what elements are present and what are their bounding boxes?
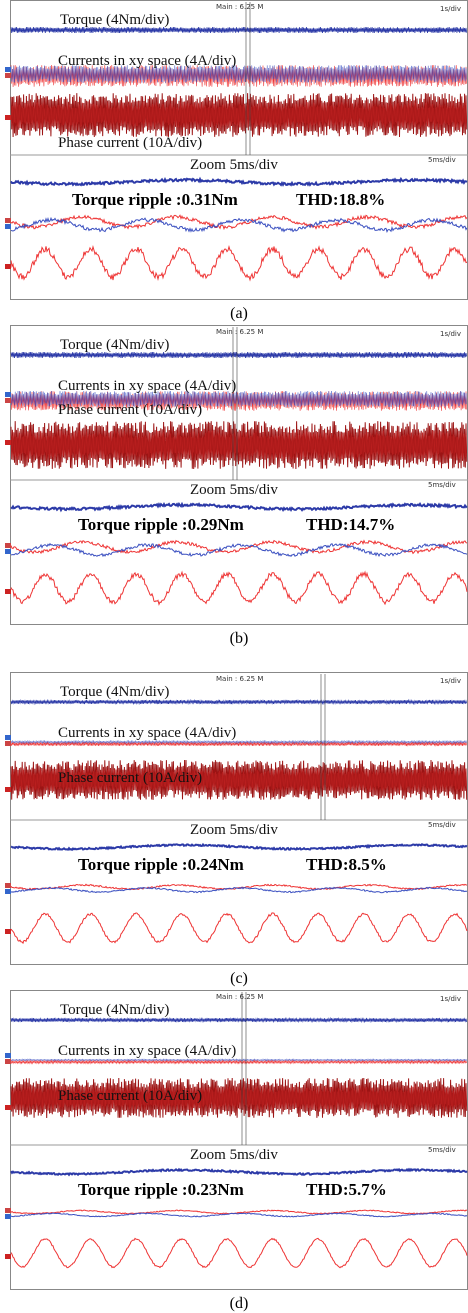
scope-panel: Main : 6.25 M 1s/div Torque (4Nm/div) Curre… <box>5 673 468 988</box>
channel-marker <box>5 440 11 445</box>
xy-label: Currents in xy space (4A/div) <box>58 1043 236 1059</box>
torque-label: Torque (4Nm/div) <box>60 12 169 28</box>
channel-marker <box>5 549 11 554</box>
zoom-label: Zoom 5ms/div <box>190 482 278 498</box>
scope-header: Main : 6.25 M <box>216 328 263 336</box>
zoom-timebase: 5ms/div <box>428 156 456 164</box>
channel-marker <box>5 1214 11 1219</box>
scope-frame <box>11 991 468 1290</box>
channel-marker <box>5 264 11 269</box>
zoom-timebase: 5ms/div <box>428 481 456 489</box>
caption: (b) <box>230 630 249 647</box>
caption: (d) <box>230 1295 249 1312</box>
scope-panel: Main : 6.25 M 1s/div Torque (4Nm/div) Curre… <box>5 326 468 648</box>
channel-marker <box>5 589 11 594</box>
scope-header: Main : 6.25 M <box>216 675 263 683</box>
channel-marker <box>5 1254 11 1259</box>
torque-label: Torque (4Nm/div) <box>60 1002 169 1018</box>
zoom-timebase: 5ms/div <box>428 1146 456 1154</box>
scope-header: Main : 6.25 M <box>216 993 263 1001</box>
channel-marker <box>5 392 11 397</box>
thd-text: THD:5.7% <box>306 1180 387 1199</box>
torque-label: Torque (4Nm/div) <box>60 337 169 353</box>
channel-marker <box>5 889 11 894</box>
timebase: 1s/div <box>440 995 461 1003</box>
scope-frame <box>11 326 468 625</box>
caption: (a) <box>230 305 248 322</box>
scope-panel: Main : 6.25 M 1s/div Torque (4Nm/div) Curre… <box>5 991 468 1313</box>
scope-frame <box>11 673 468 965</box>
scope-panel: Main : 6.25 M 1s/div Torque (4Nm/div) Curre… <box>5 1 468 323</box>
timebase: 1s/div <box>440 330 461 338</box>
channel-marker <box>5 1059 11 1064</box>
xy-label: Currents in xy space (4A/div) <box>58 725 236 741</box>
channel-marker <box>5 1105 11 1110</box>
channel-marker <box>5 224 11 229</box>
channel-marker <box>5 1208 11 1213</box>
thd-text: THD:8.5% <box>306 855 387 874</box>
timebase: 1s/div <box>440 5 461 13</box>
thd-text: THD:18.8% <box>296 190 385 209</box>
zoom-timebase: 5ms/div <box>428 821 456 829</box>
scope-header: Main : 6.25 M <box>216 3 263 11</box>
channel-marker <box>5 73 11 78</box>
channel-marker <box>5 735 11 740</box>
zoom-label: Zoom 5ms/div <box>190 1147 278 1163</box>
channel-marker <box>5 218 11 223</box>
ripple-text: Torque ripple :0.29Nm <box>78 515 244 534</box>
torque-label: Torque (4Nm/div) <box>60 684 169 700</box>
xy-label: Currents in xy space (4A/div) <box>58 53 236 69</box>
ripple-text: Torque ripple :0.31Nm <box>72 190 238 209</box>
channel-marker <box>5 115 11 120</box>
channel-marker <box>5 741 11 746</box>
zoom-label: Zoom 5ms/div <box>190 157 278 173</box>
channel-marker <box>5 1053 11 1058</box>
channel-marker <box>5 929 11 934</box>
caption: (c) <box>230 970 248 987</box>
phase-label: Phase current (10A/div) <box>58 135 202 151</box>
channel-marker <box>5 67 11 72</box>
channel-marker <box>5 398 11 403</box>
figure: Main : 6.25 M 1s/div Torque (4Nm/div) Curre… <box>0 0 468 1313</box>
phase-label: Phase current (10A/div) <box>58 770 202 786</box>
timebase: 1s/div <box>440 677 461 685</box>
phase-label: Phase current (10A/div) <box>58 1088 202 1104</box>
ripple-text: Torque ripple :0.24Nm <box>78 855 244 874</box>
xy-label: Currents in xy space (4A/div) <box>58 378 236 394</box>
channel-marker <box>5 883 11 888</box>
phase-label: Phase current (10A/div) <box>58 402 202 418</box>
channel-marker <box>5 543 11 548</box>
ripple-text: Torque ripple :0.23Nm <box>78 1180 244 1199</box>
thd-text: THD:14.7% <box>306 515 395 534</box>
channel-marker <box>5 787 11 792</box>
zoom-label: Zoom 5ms/div <box>190 822 278 838</box>
